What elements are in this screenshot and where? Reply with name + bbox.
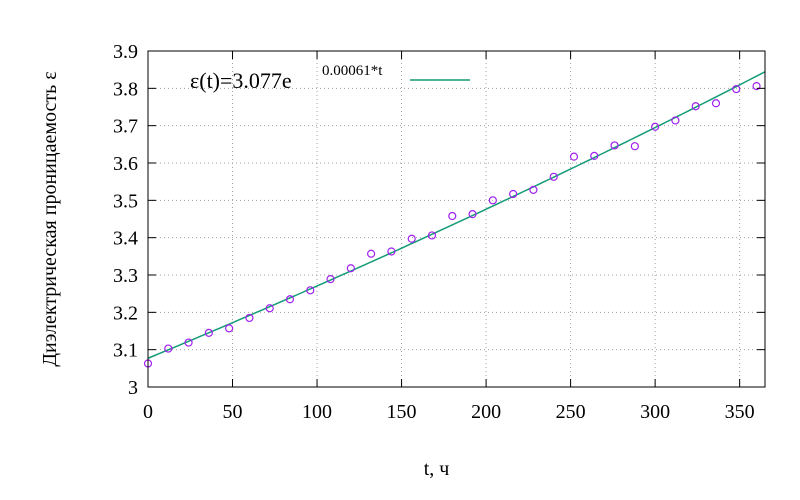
y-axis-label: Диэлектрическая проницаемость ε: [39, 71, 61, 366]
data-point: [164, 344, 173, 353]
data-point: [346, 264, 355, 273]
data-point: [468, 210, 477, 219]
x-tick-label: 250: [556, 401, 586, 423]
y-tick-label: 3.5: [113, 190, 138, 212]
ticks: 3 3.1 3.2 3.3 3.4 3.5 3.6 3.7 3.8 3.9 0 50 100 150 200…: [113, 41, 765, 423]
data-point: [306, 286, 315, 295]
plot-area: [143, 71, 766, 368]
y-tick-label: 3.1: [113, 340, 138, 362]
data-point: [651, 122, 660, 131]
plot-border: [147, 50, 766, 388]
fit-curve: [147, 71, 766, 359]
data-point: [732, 84, 741, 94]
x-tick-label: 200: [471, 401, 501, 423]
data-point: [549, 172, 558, 181]
data-point: [488, 196, 497, 205]
legend-exponent: 0.00061*t: [322, 63, 383, 79]
data-point: [590, 151, 599, 161]
data-point: [691, 102, 700, 111]
grid: [148, 51, 765, 387]
data-point: [427, 231, 437, 240]
x-tick-label: 100: [302, 401, 332, 423]
y-tick-label: 3.4: [113, 228, 138, 250]
y-tick-label: 3.8: [113, 78, 138, 100]
data-point: [448, 211, 457, 221]
data-point: [752, 81, 761, 91]
data-point: [285, 295, 295, 304]
y-tick-label: 3: [128, 377, 138, 399]
data-point: [204, 328, 213, 337]
data-point: [630, 142, 639, 151]
y-tick-label: 3.9: [113, 41, 138, 63]
data-point: [671, 116, 680, 125]
data-point: [265, 304, 274, 313]
data-point: [529, 185, 538, 194]
data-point: [245, 313, 254, 323]
data-point: [509, 189, 518, 199]
x-tick-label: 300: [640, 401, 670, 423]
data-point: [367, 249, 376, 258]
x-tick-label: 350: [725, 401, 755, 423]
data-point: [326, 275, 335, 284]
data-point: [225, 324, 234, 333]
data-point: [711, 99, 721, 108]
data-point: [184, 338, 193, 347]
x-tick-label: 50: [223, 401, 243, 423]
data-point: [407, 234, 416, 243]
data-point: [610, 141, 619, 150]
y-tick-label: 3.7: [113, 116, 138, 138]
legend: ε(t)=3.077e 0.00061*t: [190, 63, 470, 93]
y-tick-label: 3.3: [113, 265, 138, 287]
legend-label: ε(t)=3.077e: [190, 68, 292, 93]
x-axis-label: t, ч: [424, 458, 450, 480]
data-point: [569, 152, 579, 161]
x-tick-label: 150: [387, 401, 417, 423]
x-tick-label: 0: [143, 401, 153, 423]
y-tick-label: 3.6: [113, 153, 138, 175]
data-point: [387, 247, 396, 256]
y-tick-label: 3.2: [113, 302, 138, 324]
